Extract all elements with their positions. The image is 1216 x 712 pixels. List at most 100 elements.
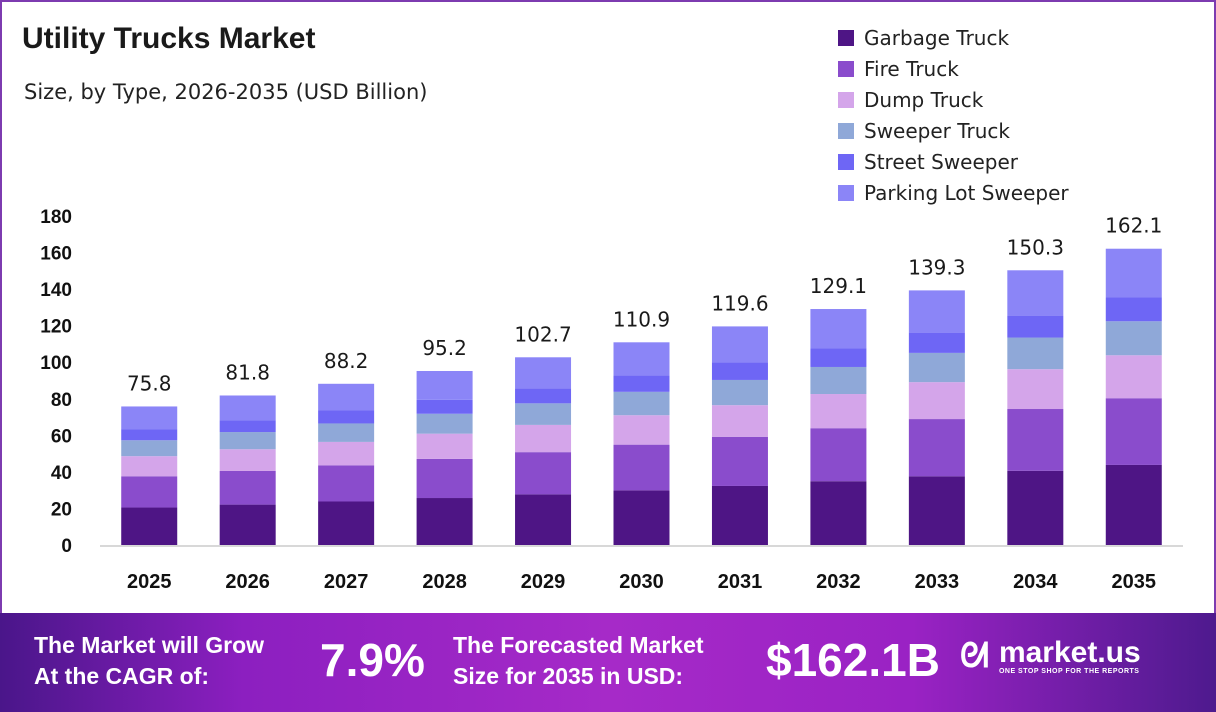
bar-segment-garbage-truck [121, 507, 178, 545]
data-label: 95.2 [422, 336, 467, 360]
legend-swatch [838, 153, 854, 170]
bar-segment-dump-truck [1007, 369, 1064, 410]
bar-segment-street-sweeper [810, 348, 867, 367]
bar-segment-garbage-truck [613, 490, 670, 545]
x-tick-label: 2032 [816, 571, 861, 593]
bar-segment-dump-truck [416, 433, 473, 459]
bar-segment-street-sweeper [121, 429, 178, 441]
bar-segment-garbage-truck [219, 504, 276, 545]
bar-segment-sweeper-truck [810, 366, 867, 395]
bar-segment-parking-lot-sweeper [908, 290, 965, 333]
bar-segment-garbage-truck [416, 498, 473, 545]
x-tick-label: 2028 [422, 571, 467, 593]
bar-segment-sweeper-truck [318, 423, 375, 442]
bar-segment-sweeper-truck [1007, 337, 1064, 370]
forecast-label: The Forecasted Market Size for 2035 in U… [453, 630, 704, 692]
bar-segment-dump-truck [515, 424, 572, 453]
data-label: 81.8 [225, 360, 270, 384]
bar-segment-dump-truck [711, 405, 768, 437]
bar-segment-street-sweeper [711, 362, 768, 380]
bar-segment-street-sweeper [1007, 315, 1064, 338]
bar-segment-dump-truck [318, 441, 375, 466]
legend-label: Dump Truck [864, 87, 984, 112]
footer-banner: The Market will Grow At the CAGR of: 7.9… [0, 613, 1216, 712]
bar-segment-street-sweeper [613, 375, 670, 392]
y-tick-label: 40 [51, 463, 72, 484]
y-tick-label: 60 [51, 426, 72, 447]
bar-segment-garbage-truck [908, 476, 965, 545]
bar-segment-fire-truck [515, 452, 572, 495]
bar-segment-street-sweeper [416, 399, 473, 414]
bar-segment-fire-truck [810, 428, 867, 482]
bar-segment-street-sweeper [515, 388, 572, 404]
y-tick-label: 160 [40, 244, 72, 265]
y-tick-label: 140 [40, 280, 72, 301]
bar-segment-sweeper-truck [219, 432, 276, 450]
forecast-label-line2: Size for 2035 in USD: [453, 663, 684, 689]
bar-segment-parking-lot-sweeper [416, 370, 473, 400]
y-tick-label: 120 [40, 317, 72, 338]
legend-label: Parking Lot Sweeper [864, 180, 1069, 205]
legend-item-sweeper-truck: Sweeper Truck [838, 115, 1069, 146]
y-tick-label: 180 [40, 207, 72, 228]
bar-segment-garbage-truck [711, 485, 768, 545]
bar-segment-fire-truck [416, 458, 473, 499]
bar-segment-sweeper-truck [1105, 321, 1162, 356]
chart-subtitle: Size, by Type, 2026-2035 (USD Billion) [24, 80, 428, 104]
data-label: 102.7 [514, 322, 571, 346]
legend-swatch [838, 91, 854, 108]
logo-icon: ᘛ [960, 637, 989, 675]
bar-segment-dump-truck [219, 449, 276, 471]
cagr-value: 7.9% [320, 634, 425, 686]
bar-segment-garbage-truck [810, 481, 867, 545]
legend: Garbage Truck Fire Truck Dump Truck Swee… [838, 22, 1069, 208]
data-label: 150.3 [1007, 235, 1064, 259]
y-tick-label: 20 [51, 499, 72, 520]
legend-label: Street Sweeper [864, 149, 1019, 174]
bar-segment-parking-lot-sweeper [515, 357, 572, 389]
legend-swatch [838, 184, 854, 201]
x-tick-label: 2026 [225, 571, 270, 593]
legend-label: Fire Truck [864, 56, 959, 81]
bar-segment-fire-truck [908, 419, 965, 477]
logo-tagline: ONE STOP SHOP FOR THE REPORTS [998, 668, 1140, 675]
bar-segment-parking-lot-sweeper [1007, 270, 1064, 316]
data-label: 162.1 [1105, 214, 1162, 238]
bar-segment-street-sweeper [318, 410, 375, 424]
bar-segment-parking-lot-sweeper [613, 342, 670, 376]
logo-text: market.us [998, 636, 1141, 669]
data-label: 129.1 [810, 274, 867, 298]
legend-item-dump-truck: Dump Truck [838, 84, 1069, 115]
bar-segment-fire-truck [1105, 398, 1162, 465]
legend-item-garbage-truck: Garbage Truck [838, 22, 1069, 53]
bar-segment-parking-lot-sweeper [711, 326, 768, 363]
bar-segment-fire-truck [1007, 409, 1064, 471]
bar-segment-fire-truck [318, 465, 375, 502]
legend-item-fire-truck: Fire Truck [838, 53, 1069, 84]
forecast-value: $162.1B [766, 634, 940, 686]
x-tick-label: 2025 [127, 571, 172, 593]
bar-segment-dump-truck [613, 415, 670, 445]
x-tick-label: 2035 [1112, 571, 1157, 593]
forecast-label-line1: The Forecasted Market [453, 632, 704, 658]
bar-segment-fire-truck [711, 436, 768, 486]
bar-segment-street-sweeper [908, 332, 965, 353]
bar-segment-sweeper-truck [711, 379, 768, 406]
data-label: 139.3 [908, 255, 965, 279]
legend-swatch [838, 29, 854, 46]
bar-segment-garbage-truck [318, 501, 375, 545]
bar-segment-garbage-truck [1007, 470, 1064, 545]
bar-segment-street-sweeper [219, 420, 276, 433]
chart-title: Utility Trucks Market [22, 22, 316, 55]
bar-segment-parking-lot-sweeper [219, 395, 276, 421]
y-tick-label: 0 [61, 536, 72, 557]
bar-segment-garbage-truck [515, 494, 572, 545]
cagr-label-line2: At the CAGR of: [34, 663, 210, 689]
x-tick-label: 2029 [521, 571, 566, 593]
legend-item-street-sweeper: Street Sweeper [838, 146, 1069, 177]
bar-segment-parking-lot-sweeper [1105, 248, 1162, 298]
bar-segment-dump-truck [810, 394, 867, 429]
bar-segment-sweeper-truck [908, 352, 965, 383]
data-label: 119.6 [711, 291, 768, 315]
bar-segment-fire-truck [121, 476, 178, 508]
